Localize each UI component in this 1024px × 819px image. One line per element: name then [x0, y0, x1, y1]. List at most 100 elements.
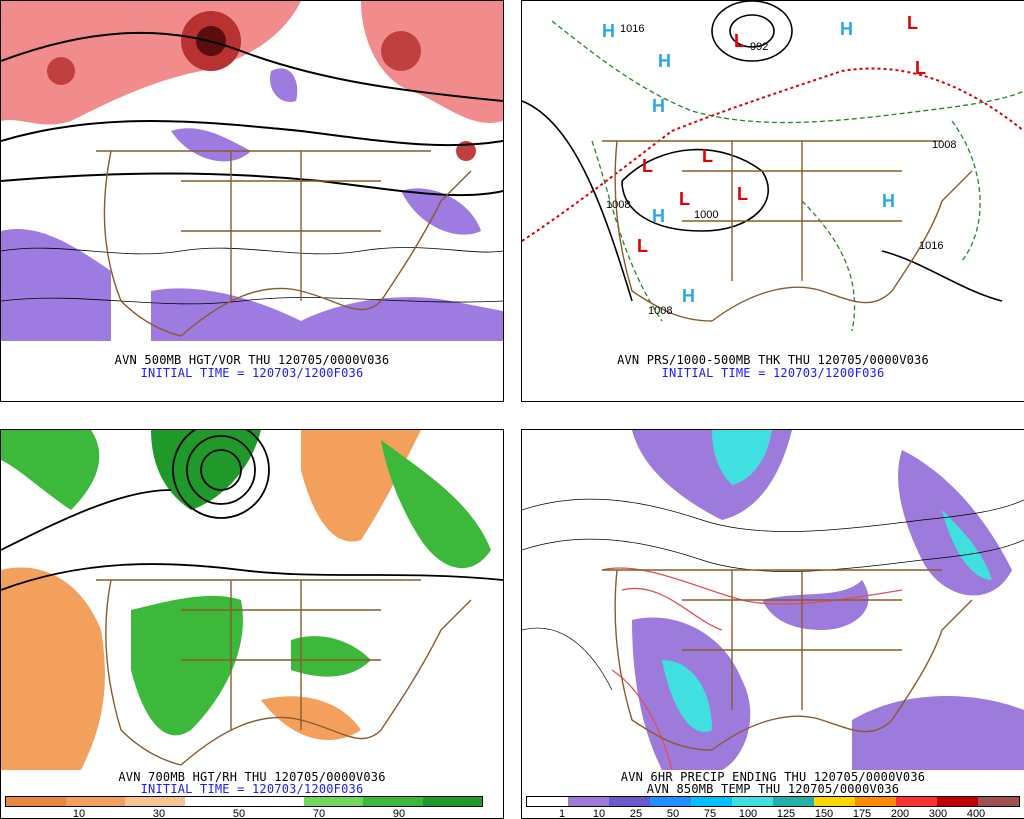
rh-color-swatch — [363, 797, 423, 806]
precip-color-swatch — [650, 797, 691, 806]
vorticity-negative-region — [401, 188, 481, 235]
political-borders — [96, 150, 472, 337]
thickness-contours — [551, 20, 1024, 332]
isobar-label: 1016 — [620, 23, 645, 35]
rh-color-swatch — [65, 797, 125, 806]
rh-tick: 70 — [312, 808, 326, 819]
temperature-contours — [522, 498, 1024, 691]
dry-region — [1, 567, 105, 770]
rh-color-swatch — [6, 797, 66, 806]
political-borders — [602, 569, 973, 751]
precip-tick: 300 — [928, 808, 948, 819]
low-pressure-marker: L — [907, 13, 918, 33]
precip-color-swatch — [814, 797, 855, 806]
panel-500mb-vorticity: AVN 500MB HGT/VOR THU 120705/0000V036 IN… — [0, 0, 504, 402]
dry-region — [261, 696, 361, 740]
vorticity-contours — [1, 247, 503, 305]
low-pressure-marker: L — [679, 189, 690, 209]
precip-color-swatch — [732, 797, 773, 806]
panel-surface-pressure: H H H H H H H L L L L L L L L 1008 1000 … — [521, 0, 1024, 402]
vorticity-negative-region — [270, 68, 298, 102]
caption-title: AVN 6HR PRECIP ENDING THU 120705/0000V03… — [620, 770, 926, 784]
moist-region — [131, 595, 243, 736]
low-pressure-marker: L — [737, 184, 748, 204]
high-pressure-marker: H — [840, 19, 853, 39]
map-surface-pressure — [522, 1, 1024, 341]
rh-color-swatch — [303, 797, 363, 806]
caption-initial-time: INITIAL TIME = 120703/1200F036 — [140, 366, 364, 380]
vorticity-max — [456, 141, 476, 161]
precip-region — [662, 660, 712, 732]
panel-precip-850mb-temp: AVN 6HR PRECIP ENDING THU 120705/0000V03… — [521, 429, 1024, 819]
map-precip-850mb-temp — [522, 430, 1024, 770]
precip-region — [898, 450, 1012, 596]
caption-title: AVN 500MB HGT/VOR THU 120705/0000V036 — [114, 353, 390, 367]
freezing-thickness-line — [522, 67, 1024, 242]
low-pressure-marker: L — [702, 146, 713, 166]
precip-tick: 50 — [666, 808, 680, 819]
precip-tick: 75 — [703, 808, 717, 819]
precip-color-swatch — [691, 797, 732, 806]
map-500mb-vorticity — [1, 1, 503, 341]
rh-color-swatch — [422, 797, 482, 806]
map-700mb-rh — [1, 430, 503, 770]
high-pressure-marker: H — [658, 51, 671, 71]
vorticity-negative-region — [1, 229, 111, 341]
rh-tick: 30 — [152, 808, 166, 819]
rh-tick: 90 — [392, 808, 406, 819]
precip-color-swatch — [609, 797, 650, 806]
precip-tick: 125 — [776, 808, 796, 819]
low-pressure-marker: L — [915, 58, 926, 78]
isobar-label: 1000 — [694, 209, 719, 221]
low-pressure-marker: L — [642, 156, 653, 176]
caption-initial-time: INITIAL TIME = 120703/1200F036 — [140, 782, 364, 796]
isobar-label: 992 — [750, 41, 769, 53]
caption-title: AVN 700MB HGT/RH THU 120705/0000V036 — [118, 770, 386, 784]
isobar-label: 1016 — [919, 240, 944, 252]
isobar-label: 1008 — [932, 139, 957, 151]
political-borders — [602, 140, 973, 322]
precip-tick: 150 — [814, 808, 834, 819]
precip-tick: 10 — [592, 808, 606, 819]
precip-tick: 25 — [629, 808, 643, 819]
precip-tick: 1 — [558, 808, 566, 819]
precip-region — [762, 580, 869, 630]
high-pressure-marker: H — [652, 96, 665, 116]
height-contours — [1, 430, 503, 591]
precip-color-swatch — [937, 797, 978, 806]
rh-color-swatch — [184, 797, 244, 806]
precip-color-swatch — [568, 797, 609, 806]
precip-tick: 175 — [852, 808, 872, 819]
precip-color-swatch — [527, 797, 568, 806]
rh-color-swatch — [244, 797, 304, 806]
high-pressure-marker: H — [652, 206, 665, 226]
precip-tick: 200 — [890, 808, 910, 819]
precip-region — [712, 430, 772, 485]
height-contours — [1, 31, 503, 197]
isobar-label: 1008 — [606, 199, 631, 211]
moist-region — [1, 430, 100, 510]
moist-region — [291, 636, 371, 677]
high-pressure-marker: H — [682, 286, 695, 306]
low-pressure-marker: L — [637, 236, 648, 256]
moist-region — [381, 440, 491, 569]
precip-color-swatch — [896, 797, 937, 806]
vorticity-max — [47, 57, 75, 85]
panel-700mb-rh: AVN 700MB HGT/RH THU 120705/0000V036 INI… — [0, 429, 504, 819]
vorticity-positive-region — [361, 1, 503, 124]
precip-colorbar — [526, 796, 1020, 807]
precip-region — [942, 510, 992, 580]
low-pressure-marker: L — [734, 31, 745, 51]
precip-tick: 400 — [966, 808, 986, 819]
rh-tick: 10 — [72, 808, 86, 819]
high-pressure-marker: H — [602, 21, 615, 41]
isobar-label: 1008 — [648, 305, 673, 317]
precip-color-swatch — [978, 797, 1019, 806]
high-pressure-marker: H — [882, 191, 895, 211]
moist-region — [151, 430, 261, 510]
precip-color-swatch — [855, 797, 896, 806]
caption-subtitle: AVN 850MB TEMP THU 120705/0000V036 — [646, 782, 900, 796]
caption-initial-time: INITIAL TIME = 120703/1200F036 — [661, 366, 885, 380]
precip-tick: 100 — [738, 808, 758, 819]
rh-color-swatch — [125, 797, 185, 806]
